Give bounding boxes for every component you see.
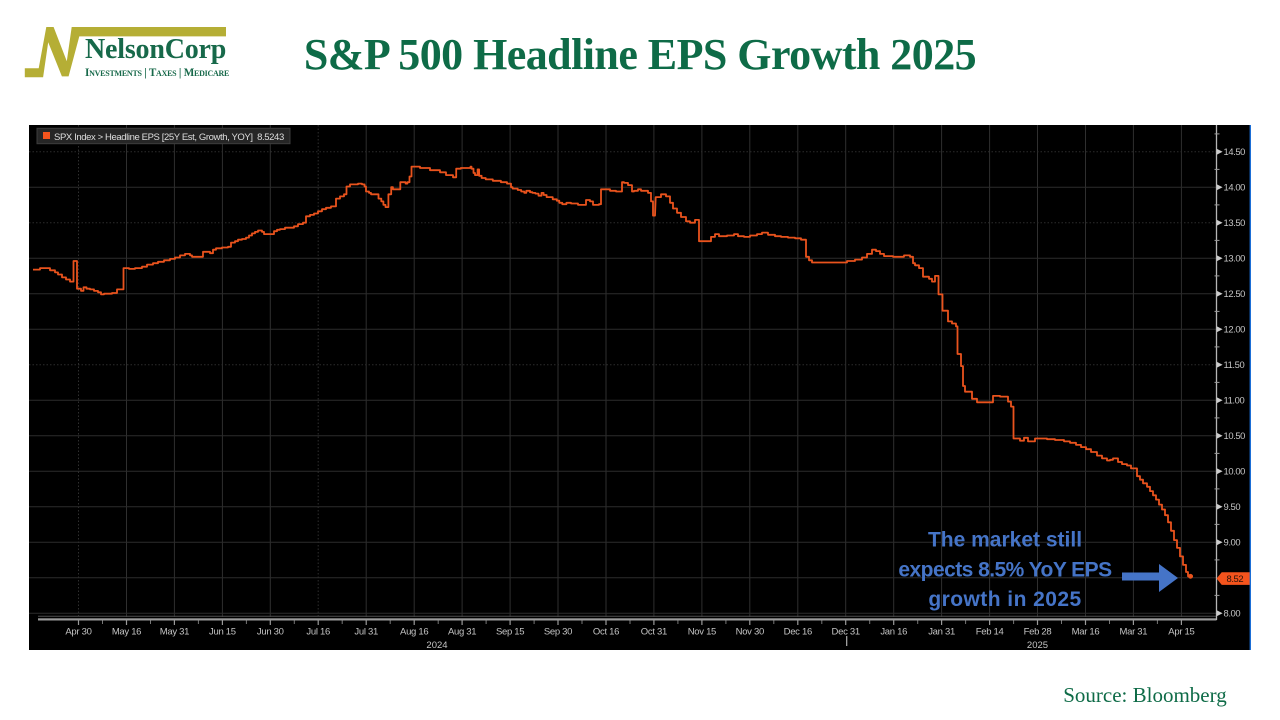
- svg-text:Sep 30: Sep 30: [544, 627, 572, 638]
- svg-text:9.50: 9.50: [1224, 501, 1241, 512]
- svg-text:Mar 31: Mar 31: [1120, 627, 1148, 638]
- svg-text:Feb 28: Feb 28: [1024, 627, 1052, 638]
- svg-text:10.00: 10.00: [1224, 466, 1246, 477]
- svg-text:expects 8.5% YoY EPS: expects 8.5% YoY EPS: [898, 558, 1112, 581]
- svg-text:Aug 16: Aug 16: [400, 627, 428, 638]
- svg-text:Oct 31: Oct 31: [641, 627, 667, 638]
- svg-text:14.50: 14.50: [1224, 146, 1246, 157]
- svg-text:10.50: 10.50: [1224, 430, 1246, 441]
- svg-text:May 31: May 31: [160, 627, 189, 638]
- svg-text:13.00: 13.00: [1224, 253, 1246, 264]
- svg-text:14.00: 14.00: [1224, 182, 1246, 193]
- svg-text:Jul 31: Jul 31: [354, 627, 378, 638]
- svg-text:Apr 30: Apr 30: [65, 627, 91, 638]
- svg-text:Mar 16: Mar 16: [1072, 627, 1100, 638]
- svg-text:Nov 30: Nov 30: [736, 627, 764, 638]
- svg-text:Jan 16: Jan 16: [880, 627, 907, 638]
- svg-text:8.00: 8.00: [1224, 608, 1241, 619]
- svg-text:Jul 16: Jul 16: [306, 627, 330, 638]
- svg-text:8.52: 8.52: [1227, 573, 1244, 584]
- svg-text:Oct 16: Oct 16: [593, 627, 619, 638]
- svg-text:Sep 15: Sep 15: [496, 627, 524, 638]
- svg-text:12.50: 12.50: [1224, 288, 1246, 299]
- svg-text:SPX Index > Headline EPS [25Y: SPX Index > Headline EPS [25Y Est, Growt…: [54, 132, 284, 143]
- svg-text:Dec 16: Dec 16: [784, 627, 812, 638]
- svg-text:Dec 31: Dec 31: [832, 627, 860, 638]
- svg-text:Aug 31: Aug 31: [448, 627, 476, 638]
- svg-text:Jun 15: Jun 15: [209, 627, 236, 638]
- svg-text:12.00: 12.00: [1224, 324, 1246, 335]
- svg-text:2025: 2025: [1027, 640, 1048, 650]
- svg-text:Feb 14: Feb 14: [976, 627, 1004, 638]
- svg-text:Jun 30: Jun 30: [257, 627, 284, 638]
- svg-text:growth in 2025: growth in 2025: [928, 588, 1081, 611]
- svg-text:11.00: 11.00: [1224, 395, 1245, 406]
- svg-text:Nov 15: Nov 15: [688, 627, 716, 638]
- svg-text:The market still: The market still: [928, 528, 1082, 551]
- svg-text:2024: 2024: [426, 640, 447, 650]
- svg-text:Apr 15: Apr 15: [1168, 627, 1194, 638]
- svg-text:13.50: 13.50: [1224, 217, 1246, 228]
- svg-text:Jan 31: Jan 31: [928, 627, 955, 638]
- svg-text:11.50: 11.50: [1224, 359, 1245, 370]
- svg-text:9.00: 9.00: [1224, 537, 1241, 548]
- svg-text:May 16: May 16: [112, 627, 141, 638]
